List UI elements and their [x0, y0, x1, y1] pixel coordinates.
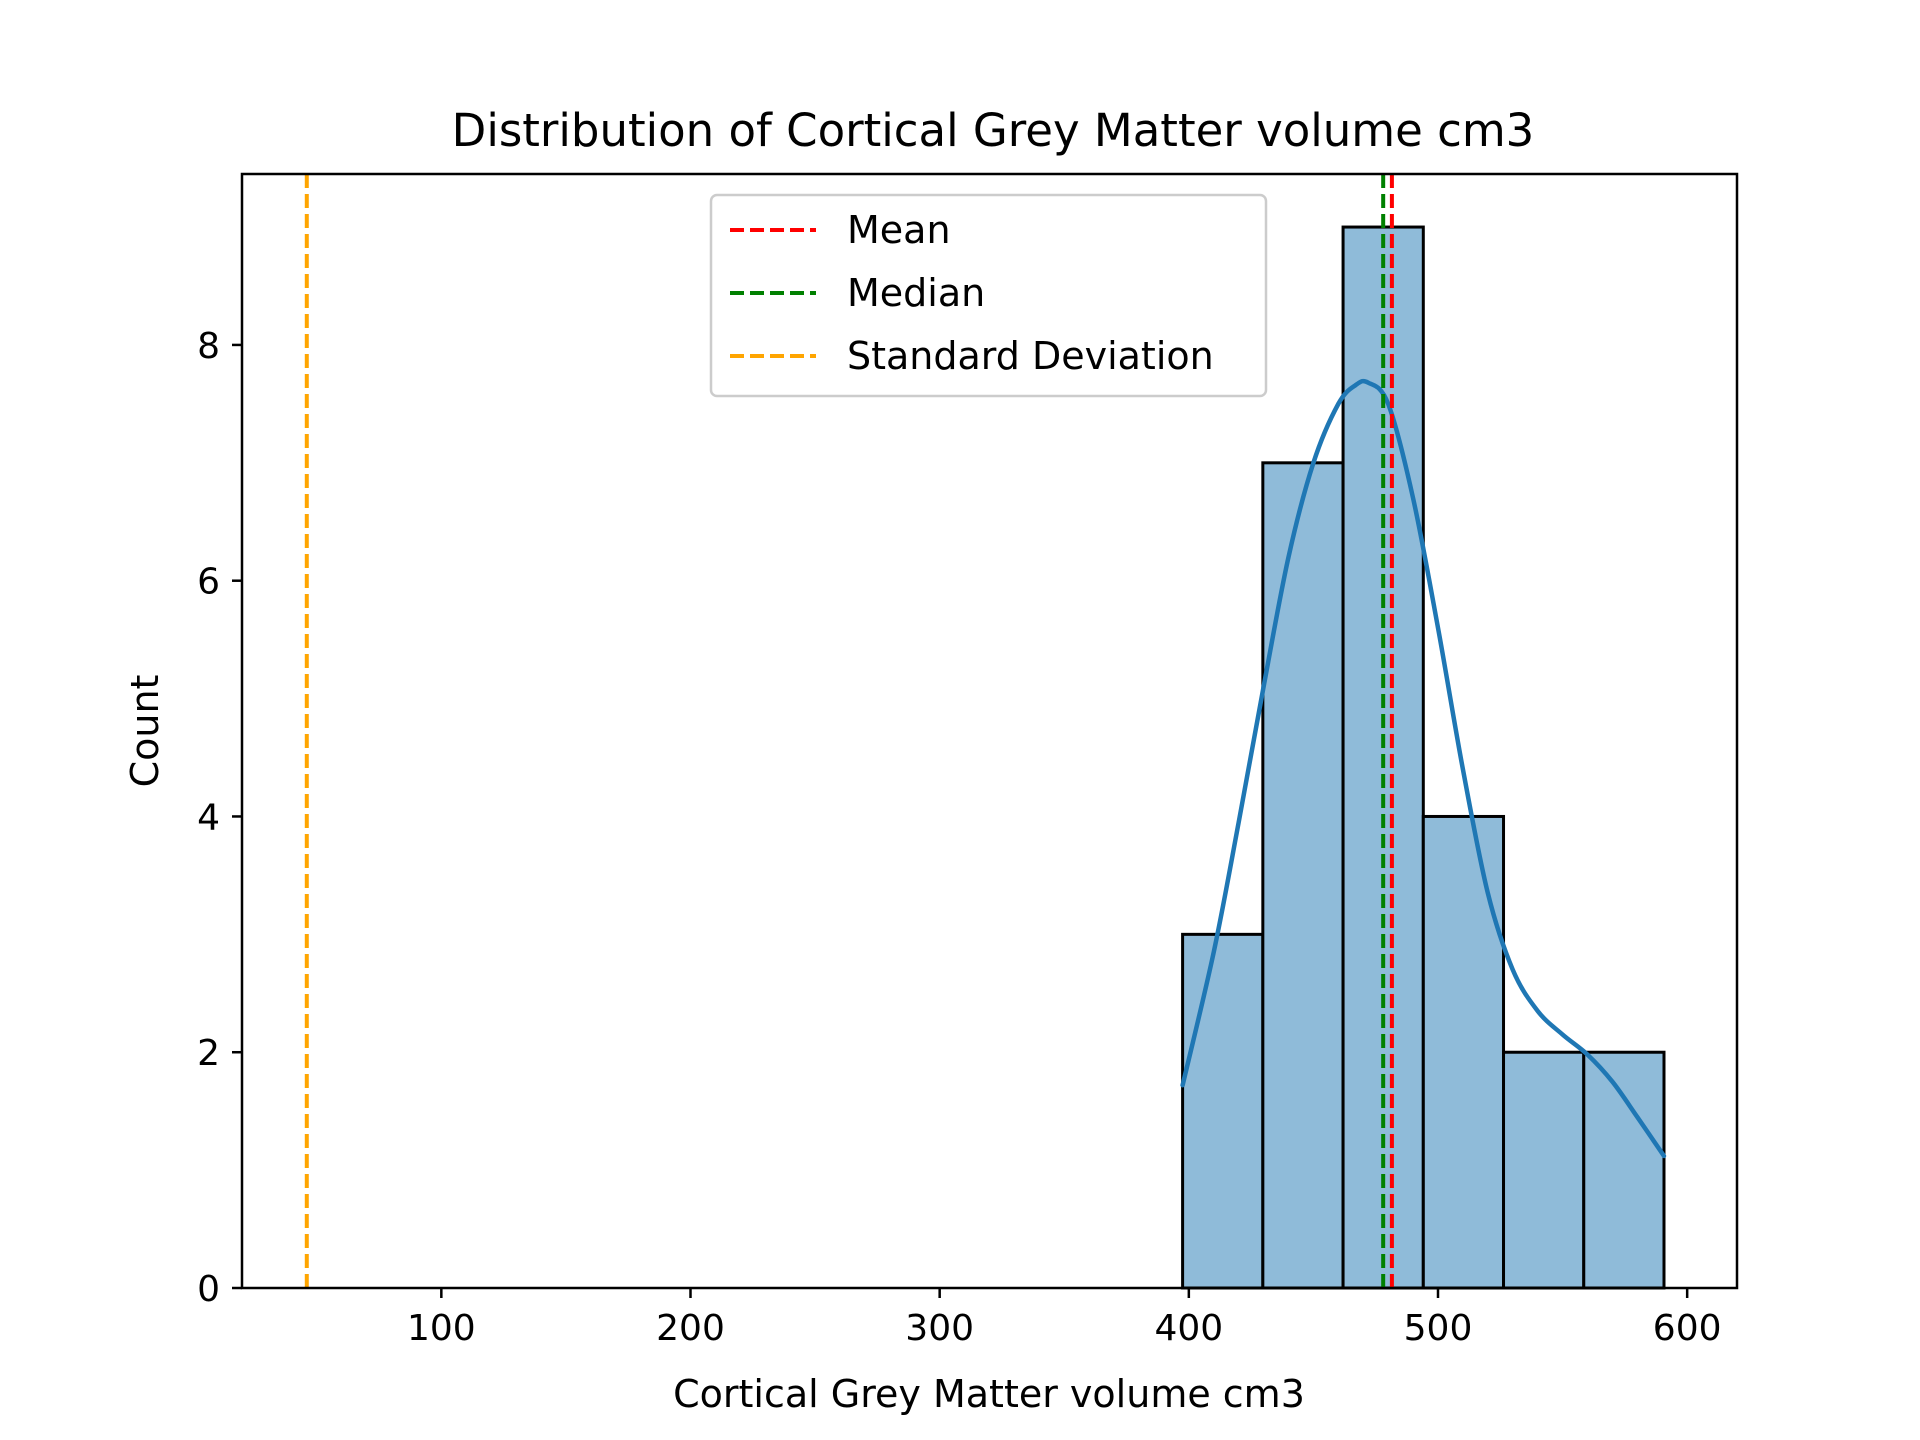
histogram-bar-4	[1421, 814, 1506, 1290]
histogram-bar-1	[1181, 932, 1265, 1290]
kde-curve-group	[1180, 378, 1667, 1159]
chart-title: Distribution of Cortical Grey Matter vol…	[452, 104, 1535, 157]
histogram-bar-6	[1582, 1050, 1666, 1290]
x-tick-label: 200	[656, 1308, 725, 1349]
x-tick-label: 600	[1653, 1308, 1722, 1349]
histogram-bar-2	[1261, 461, 1345, 1290]
legend-label-standard-deviation: Standard Deviation	[847, 334, 1214, 378]
kde-curve	[1180, 378, 1667, 1159]
x-axis: 100 200 300 400 500 600	[407, 1288, 1722, 1349]
legend: Mean Median Standard Deviation	[709, 193, 1268, 398]
plot-frame	[240, 172, 1739, 1290]
x-tick-label: 500	[1404, 1308, 1473, 1349]
legend-label-median: Median	[847, 271, 985, 315]
y-tick-label: 2	[197, 1033, 220, 1074]
legend-label-mean: Mean	[847, 208, 951, 252]
y-tick-label: 0	[197, 1269, 220, 1310]
x-tick-label: 300	[905, 1308, 974, 1349]
plot-area	[240, 172, 1739, 1290]
y-tick-label: 6	[197, 562, 220, 603]
x-axis-label: Cortical Grey Matter volume cm3	[673, 1372, 1305, 1416]
legend-box	[709, 193, 1268, 398]
histogram-bar-5	[1502, 1050, 1586, 1290]
x-tick-label: 400	[1154, 1308, 1223, 1349]
y-tick-label: 4	[197, 797, 220, 838]
reference-lines	[304, 174, 1394, 1288]
y-tick-label: 8	[197, 326, 220, 367]
y-axis-label: Count	[123, 675, 167, 788]
y-axis: 0 2 4 6 8	[197, 326, 242, 1310]
x-tick-label: 100	[407, 1308, 476, 1349]
